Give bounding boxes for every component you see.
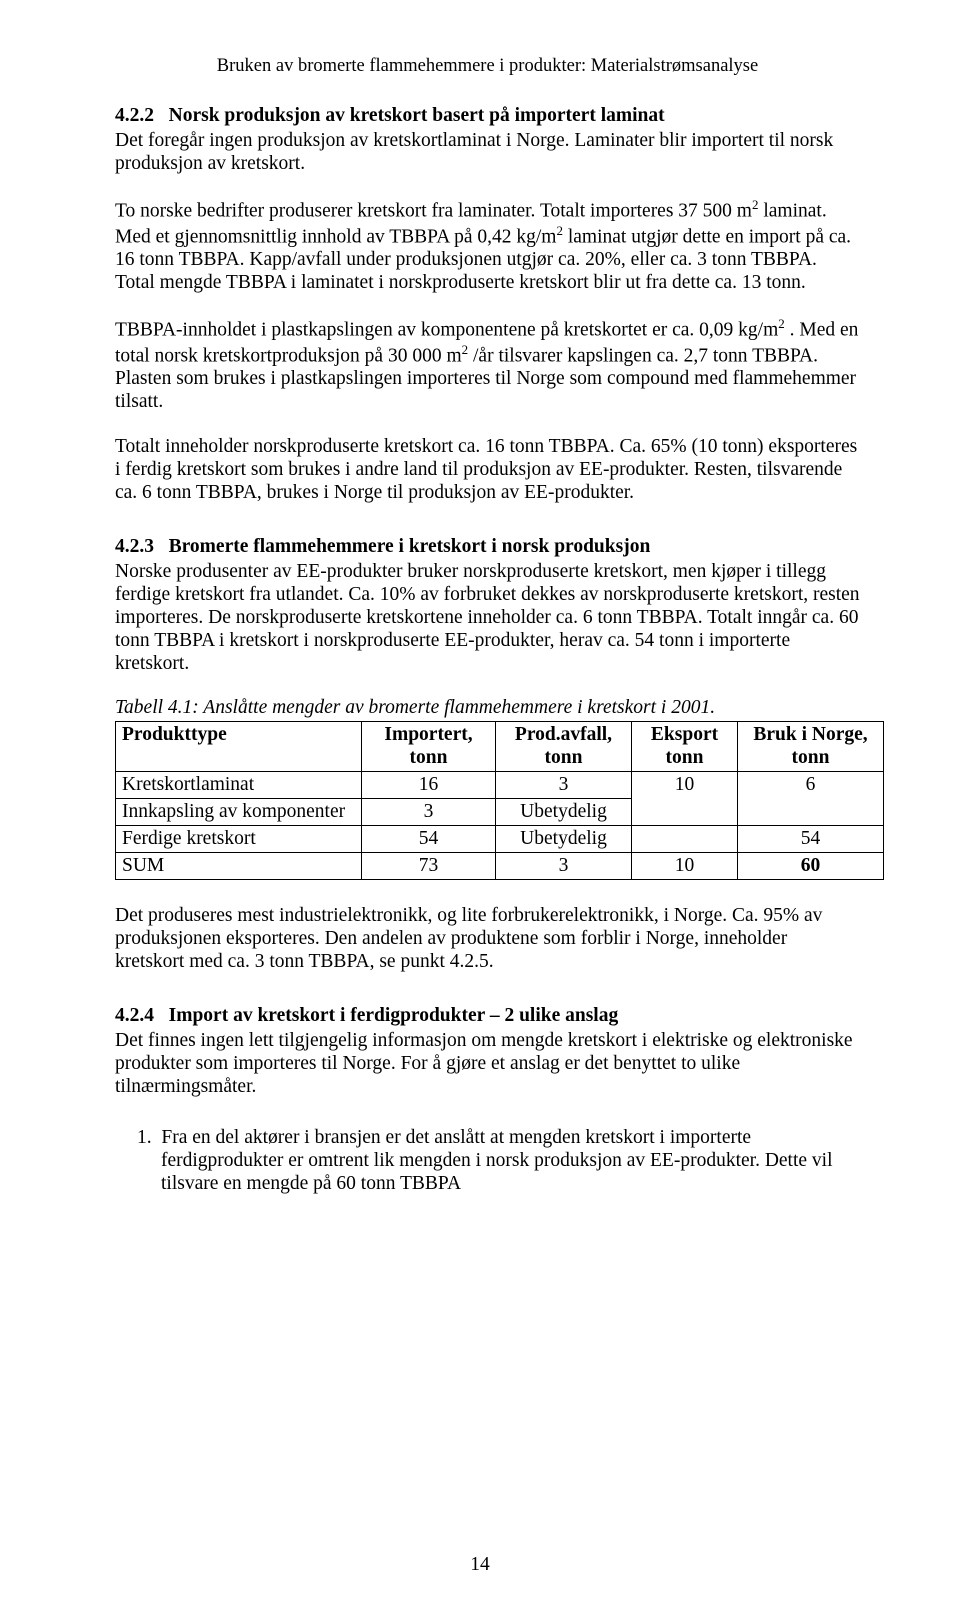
text-run: TBBPA-innholdet i plastkapslingen av kom…: [115, 320, 778, 341]
running-header: Bruken av bromerte flammehemmere i produ…: [115, 56, 860, 77]
table-cell: Ubetydelig: [496, 799, 632, 826]
list-number: 1.: [137, 1127, 152, 1148]
paragraph: TBBPA-innholdet i plastkapslingen av kom…: [115, 316, 860, 413]
data-table: Produkttype Importert, tonn Prod.avfall,…: [115, 721, 884, 880]
numbered-list-item: 1. Fra en del aktører i bransjen er det …: [123, 1126, 860, 1195]
paragraph: Det foregår ingen produksjon av kretskor…: [115, 129, 860, 175]
page-number: 14: [0, 1554, 960, 1576]
paragraph: Det finnes ingen lett tilgjengelig infor…: [115, 1029, 860, 1098]
paragraph: Norske produsenter av EE-produkter bruke…: [115, 560, 860, 675]
table-cell: 10: [632, 772, 738, 826]
table-caption: Tabell 4.1: Anslåtte mengder av bromerte…: [115, 697, 860, 719]
table-cell: 16: [362, 772, 496, 799]
table-cell: Ferdige kretskort: [116, 826, 362, 853]
section-number: 4.2.2: [115, 105, 154, 126]
table-cell: 6: [738, 772, 884, 826]
section-title: Bromerte flammehemmere i kretskort i nor…: [169, 536, 651, 557]
table-cell: 3: [362, 799, 496, 826]
heading-4-2-2: 4.2.2 Norsk produksjon av kretskort base…: [115, 105, 860, 127]
heading-4-2-4: 4.2.4 Import av kretskort i ferdigproduk…: [115, 1005, 860, 1027]
paragraph: To norske bedrifter produserer kretskort…: [115, 197, 860, 294]
paragraph: Totalt inneholder norskproduserte kretsk…: [115, 435, 860, 504]
table-cell: 54: [738, 826, 884, 853]
section-number: 4.2.3: [115, 536, 154, 557]
table-header-row: Produkttype Importert, tonn Prod.avfall,…: [116, 722, 884, 772]
column-header: Eksport tonn: [632, 722, 738, 772]
table-cell: SUM: [116, 853, 362, 880]
column-header: Importert, tonn: [362, 722, 496, 772]
section-title: Import av kretskort i ferdigprodukter – …: [169, 1005, 619, 1026]
table-cell: 54: [362, 826, 496, 853]
table-row: SUM 73 3 10 60: [116, 853, 884, 880]
column-header: Prod.avfall, tonn: [496, 722, 632, 772]
table-cell: 73: [362, 853, 496, 880]
table-cell: 3: [496, 772, 632, 799]
table-cell: Ubetydelig: [496, 826, 632, 853]
heading-4-2-3: 4.2.3 Bromerte flammehemmere i kretskort…: [115, 536, 860, 558]
table-row: Kretskortlaminat 16 3 10 6: [116, 772, 884, 799]
column-header: Bruk i Norge, tonn: [738, 722, 884, 772]
section-number: 4.2.4: [115, 1005, 154, 1026]
table-row: Ferdige kretskort 54 Ubetydelig 54: [116, 826, 884, 853]
table-cell: Kretskortlaminat: [116, 772, 362, 799]
table-cell: 10: [632, 853, 738, 880]
table-cell: 3: [496, 853, 632, 880]
section-title: Norsk produksjon av kretskort basert på …: [169, 105, 665, 126]
text-run: To norske bedrifter produserer kretskort…: [115, 201, 752, 222]
paragraph: Det produseres mest industrielektronikk,…: [115, 904, 860, 973]
list-text: Fra en del aktører i bransjen er det ans…: [161, 1127, 833, 1194]
column-header: Produkttype: [116, 722, 362, 772]
table-cell: Innkapsling av komponenter: [116, 799, 362, 826]
table-cell: 60: [738, 853, 884, 880]
table-cell: [632, 826, 738, 853]
